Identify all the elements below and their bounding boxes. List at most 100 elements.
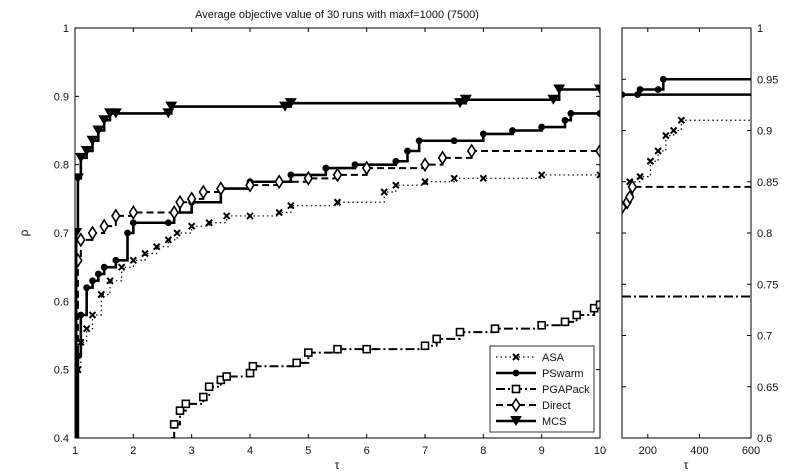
point-pswarm	[112, 256, 120, 264]
x-tick-label: 9	[539, 445, 545, 457]
point-pswarm	[450, 137, 458, 145]
point-pswarm	[659, 75, 667, 83]
point-direct	[245, 177, 255, 193]
point-asa	[333, 198, 342, 206]
y-tick-label: 0.9	[757, 126, 772, 138]
point-asa	[164, 236, 173, 244]
point-asa	[392, 181, 400, 189]
y-tick-label: 0.95	[757, 74, 778, 86]
point-mcs	[594, 84, 600, 95]
point-asa	[421, 178, 429, 186]
point-asa	[187, 222, 196, 230]
point-pswarm	[654, 86, 662, 93]
point-asa	[646, 157, 655, 165]
y-tick-label: 0.7	[54, 228, 69, 240]
point-pgapack	[169, 420, 179, 429]
point-pgapack	[199, 392, 208, 402]
point-asa	[669, 126, 678, 135]
point-mcs	[454, 98, 466, 109]
y-tick-label: 0.7	[757, 331, 772, 343]
point-pgapack	[222, 372, 231, 381]
x-tick-label: 2	[130, 445, 136, 457]
point-pswarm	[596, 110, 600, 117]
x-tick-label: 200	[639, 445, 657, 457]
point-direct	[624, 189, 635, 205]
point-mcs	[279, 101, 291, 112]
point-pswarm	[164, 219, 172, 227]
point-asa	[677, 116, 686, 124]
point-direct	[76, 232, 86, 248]
point-asa	[173, 229, 181, 237]
side-plot-area	[622, 28, 751, 438]
point-asa	[152, 242, 161, 251]
point-mcs	[75, 152, 87, 163]
x-tick-label: 6	[364, 445, 370, 457]
series-line-asa	[629, 119, 751, 183]
legend-marker-pswarm	[512, 369, 520, 377]
point-asa	[97, 290, 105, 299]
series-asa	[626, 116, 751, 186]
side-x-axis-label: τ	[684, 458, 689, 472]
point-asa	[141, 249, 149, 258]
x-tick-label: 3	[189, 445, 195, 457]
point-pswarm	[124, 229, 131, 237]
point-pgapack	[175, 406, 185, 415]
x-tick-label: 7	[422, 445, 428, 457]
point-pgapack	[304, 348, 313, 357]
point-mcs	[75, 173, 84, 184]
point-direct	[175, 194, 185, 210]
point-asa	[380, 188, 388, 196]
chart-title: Average objective value of 30 runs with …	[195, 9, 479, 21]
y-tick-label: 0.5	[54, 365, 69, 377]
point-asa	[287, 201, 295, 210]
point-asa	[82, 324, 91, 333]
point-mcs	[109, 108, 122, 119]
point-pgapack	[560, 317, 570, 327]
point-asa	[450, 174, 458, 183]
point-pswarm	[404, 147, 411, 155]
legend-marker-pgapack	[511, 384, 521, 394]
point-mcs	[86, 135, 99, 146]
x-tick-label: 600	[742, 445, 760, 457]
point-pswarm	[567, 110, 575, 117]
point-direct	[595, 143, 600, 159]
point-pswarm	[392, 157, 400, 165]
y-tick-label: 0.65	[757, 382, 778, 394]
point-pgapack	[490, 324, 500, 333]
y-tick-label: 0.6	[54, 296, 69, 308]
point-asa	[636, 172, 644, 181]
point-pgapack	[362, 344, 371, 354]
point-mcs	[547, 94, 560, 105]
point-pswarm	[561, 116, 569, 124]
point-asa	[654, 147, 662, 155]
point-pgapack	[333, 344, 342, 354]
point-pgapack	[455, 327, 465, 337]
y-tick-label: 0.85	[757, 177, 778, 189]
point-direct	[303, 170, 314, 186]
x-tick-label: 1	[72, 445, 78, 457]
point-pswarm	[538, 123, 546, 131]
point-pswarm	[77, 311, 85, 319]
series-direct	[622, 179, 751, 215]
point-mcs	[80, 146, 93, 156]
point-pswarm	[89, 277, 96, 285]
series-asa	[75, 171, 600, 438]
point-direct	[128, 205, 139, 220]
series-pgapack	[169, 300, 600, 438]
point-mcs	[165, 101, 178, 112]
legend-box	[489, 345, 595, 433]
point-mcs	[284, 98, 297, 109]
point-direct	[111, 208, 121, 224]
point-direct	[627, 179, 638, 195]
x-tick-label: 400	[690, 445, 708, 457]
point-pgapack	[537, 320, 546, 330]
point-pswarm	[322, 164, 330, 172]
point-asa	[479, 174, 488, 183]
point-pgapack	[245, 368, 255, 378]
y-tick-label: 0.4	[54, 433, 69, 445]
point-direct	[332, 167, 343, 183]
point-pswarm	[83, 284, 91, 292]
point-pgapack	[292, 358, 301, 368]
point-direct	[99, 218, 109, 234]
